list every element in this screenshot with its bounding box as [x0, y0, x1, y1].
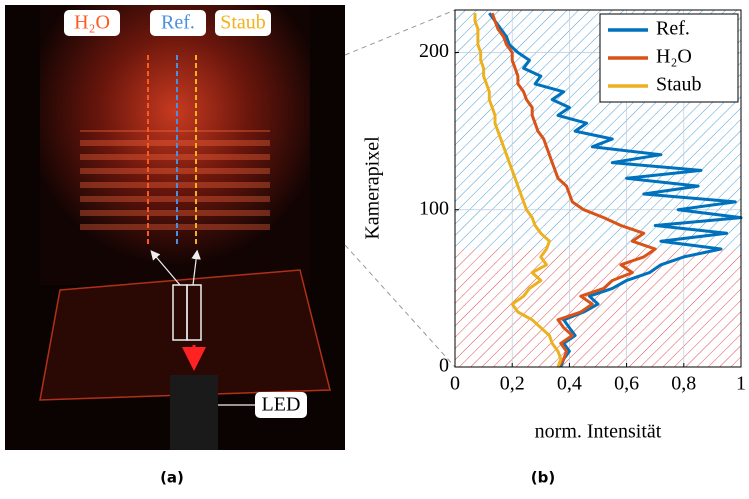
- x-tick-label: 1: [736, 373, 746, 395]
- caption-a: (a): [160, 469, 184, 487]
- x-tick-label: 0,2: [500, 373, 525, 395]
- plot-frame: [454, 9, 742, 368]
- led-label: LED: [262, 394, 301, 416]
- zoom-line: [344, 9, 456, 56]
- legend-label: Staub: [656, 74, 702, 96]
- x-tick-label: 0,8: [671, 373, 696, 395]
- y-axis-label: Kamerapixel: [362, 136, 384, 240]
- photo: LED: [5, 5, 345, 450]
- series-line: [473, 13, 563, 368]
- photo-label: Staub: [220, 12, 266, 34]
- x-tick-label: 0,4: [557, 373, 582, 395]
- label-box: [215, 10, 271, 36]
- zoom-line: [344, 244, 456, 368]
- series-line: [490, 12, 657, 368]
- x-tick-label: 0: [450, 373, 460, 395]
- caption-b: (b): [531, 469, 555, 487]
- photo-label: Ref.: [161, 12, 195, 34]
- y-tick-label: 200: [419, 40, 449, 62]
- y-tick-label: 0: [439, 355, 449, 377]
- legend-label: H₂O: [656, 46, 692, 68]
- legend-label: Ref.: [656, 18, 690, 40]
- label-box: [150, 10, 206, 36]
- y-tick-label: 100: [419, 197, 449, 219]
- region: [455, 249, 741, 367]
- x-axis-label: norm. Intensität: [535, 421, 662, 443]
- series-line: [488, 12, 743, 368]
- label-box: [64, 10, 120, 36]
- x-tick-label: 0,6: [614, 373, 639, 395]
- photo-label: H₂O: [74, 12, 110, 34]
